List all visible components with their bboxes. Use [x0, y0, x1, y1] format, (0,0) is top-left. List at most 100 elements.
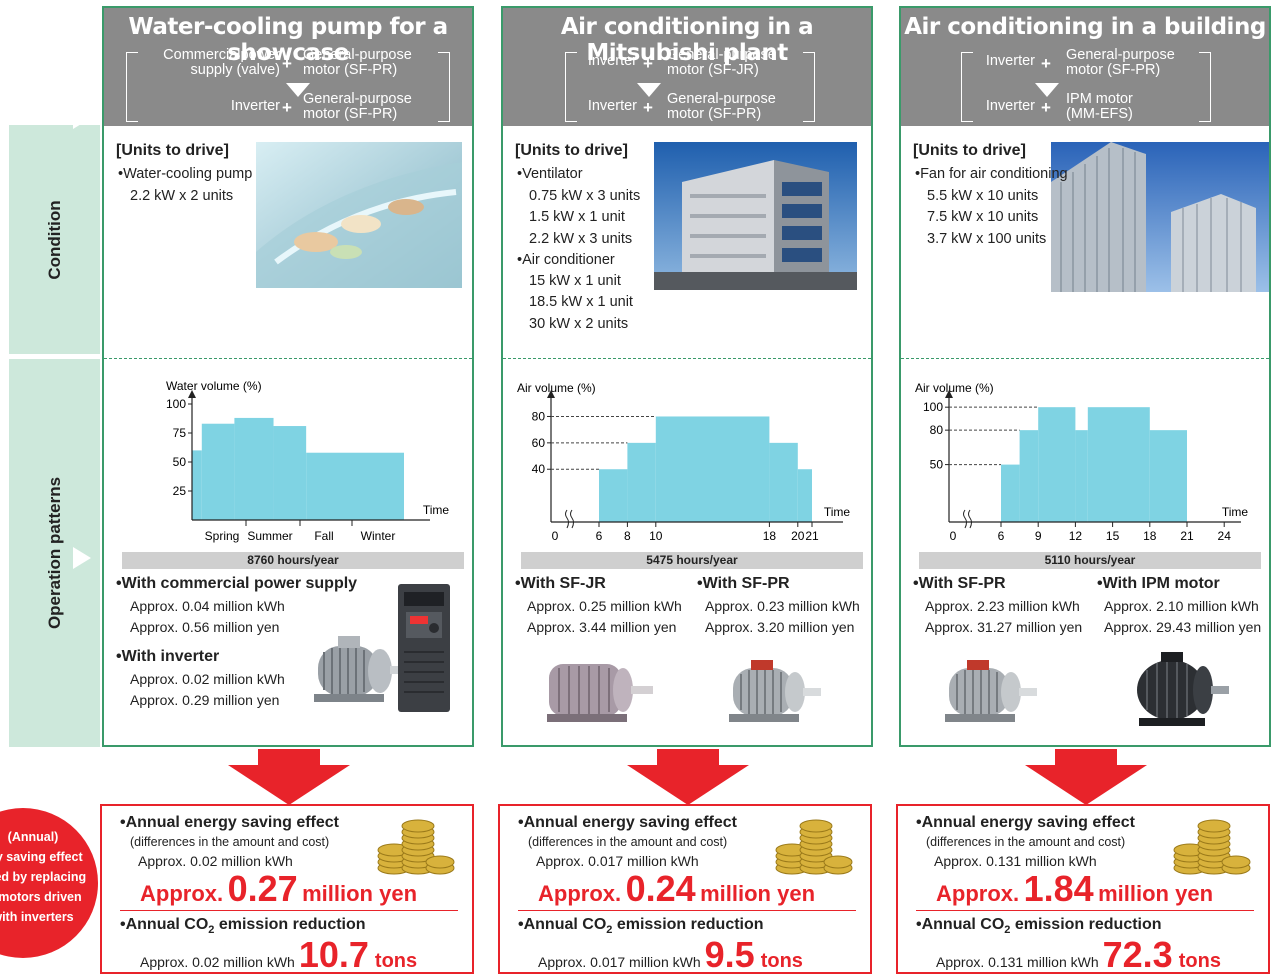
column-title: Air conditioning in a building — [904, 14, 1266, 40]
y-tick-label: 100 — [166, 397, 186, 411]
hours-bar: 8760 hours/year — [122, 552, 464, 569]
sf-jr-motor-icon — [547, 664, 653, 722]
result-title: •With inverter — [116, 648, 220, 665]
chart-bar — [599, 469, 628, 522]
x-category-label: Spring — [205, 529, 240, 543]
y-axis-arrow-icon — [188, 390, 196, 398]
x-tick-label: 24 — [1218, 529, 1232, 543]
co2-line: Approx. 0.02 million kWh 10.7 tons — [140, 934, 418, 975]
column-building: Air conditioning in a building Inverter … — [899, 6, 1271, 747]
saving-yen: Approx. 1.84 million yen — [936, 868, 1214, 909]
y-tick-label: 80 — [532, 409, 546, 423]
saving-title: •Annual energy saving effect — [120, 814, 339, 831]
y-axis-arrow-icon — [547, 390, 555, 398]
hours-bar: 5475 hours/year — [521, 552, 863, 569]
saving-yen: Approx. 0.24 million yen — [538, 868, 816, 909]
condition-arrow-icon — [73, 107, 91, 129]
column-title: Air conditioning in a Mitsubishi plant — [560, 14, 814, 66]
column-title: Water-cooling pump for a showcase — [128, 14, 448, 66]
motor-icon — [314, 636, 406, 702]
axis-break-icon — [968, 509, 972, 529]
x-tick-label: 6 — [596, 529, 603, 543]
x-axis-label: Time — [824, 505, 851, 519]
chart-bar — [1038, 407, 1076, 522]
units-line: •Water-cooling pump — [118, 166, 253, 182]
inverter-icon — [398, 584, 450, 712]
co2-title: •Annual CO2 emission reduction — [916, 916, 1162, 937]
axis-break-icon — [570, 509, 574, 529]
x-tick-label: 18 — [1143, 529, 1157, 543]
saving-yen: Approx. 0.27 million yen — [140, 868, 418, 909]
column-header: Air conditioning in a building Inverter … — [901, 8, 1269, 126]
plant-photo — [654, 142, 857, 290]
saving-title: •Annual energy saving effect — [518, 814, 737, 831]
chart-bar — [306, 452, 404, 520]
coins-icon — [377, 819, 455, 875]
x-tick-label: 20 — [791, 529, 805, 543]
units-line: 2.2 kW x 2 units — [130, 188, 234, 204]
x-axis-label: Time — [1222, 505, 1249, 519]
chart-bar — [201, 423, 235, 520]
chart-bar — [1087, 407, 1150, 522]
column-plant: Air conditioning in a Mitsubishi plant I… — [501, 6, 873, 747]
column-showcase: Water-cooling pump for a showcase Commer… — [102, 6, 474, 747]
units-title: [Units to drive] — [116, 142, 229, 159]
config-inverter: Inverter — [230, 98, 280, 114]
condition-band: Condition — [9, 107, 100, 354]
sf-pr-motor-icon — [945, 660, 1037, 722]
water-volume-chart: Water volume (%) 25 50 75 100 Spring Summer Fal… — [166, 379, 449, 543]
co2-line: Approx. 0.017 million kWh 9.5 tons — [538, 934, 803, 975]
x-category-label: Fall — [314, 529, 333, 543]
x-tick-label: 12 — [1069, 529, 1083, 543]
saving-kwh: Approx. 0.02 million kWh — [138, 853, 293, 869]
y-axis-label: Air volume (%) — [517, 381, 596, 395]
saving-box: •Annual energy saving effect (differences… — [498, 804, 872, 975]
config-arrow-icon — [1035, 83, 1059, 97]
chart-bar — [655, 416, 770, 522]
showcase-photo — [256, 142, 462, 288]
x-tick-label: 8 — [624, 529, 631, 543]
co2-title: •Annual CO2 emission reduction — [518, 916, 764, 937]
x-tick-label: 10 — [649, 529, 663, 543]
axis-break-icon — [565, 509, 569, 529]
ipm-motor-icon — [1137, 652, 1229, 726]
saving-box: •Annual energy saving effect (differences… — [896, 804, 1270, 975]
building-air-volume-chart: Air volume (%) 50 80 100 0 6 9 12 15 18 21 24 Time — [915, 381, 1249, 543]
chart-bar — [273, 426, 307, 520]
x-tick-label: 15 — [1106, 529, 1120, 543]
saving-subtitle: (differences in the amount and cost) — [528, 835, 728, 849]
y-tick-label: 50 — [930, 458, 944, 472]
y-tick-label: 50 — [173, 455, 187, 469]
operation-arrow-icon — [73, 547, 91, 569]
units-title: [Units to drive] — [913, 142, 1026, 159]
x-tick-label: 0 — [552, 529, 559, 543]
saving-subtitle: (differences in the amount and cost) — [130, 835, 330, 849]
y-tick-label: 40 — [532, 462, 546, 476]
chart-bar — [1019, 430, 1039, 522]
y-tick-label: 75 — [173, 426, 187, 440]
red-down-arrow-icon — [228, 749, 350, 805]
x-tick-label: 21 — [1180, 529, 1194, 543]
chart-bar — [1149, 430, 1187, 522]
column-header: Water-cooling pump for a showcase Commer… — [104, 8, 472, 126]
y-axis-arrow-icon — [945, 390, 953, 398]
y-axis-label: Water volume (%) — [166, 379, 262, 393]
red-down-arrow-icon — [627, 749, 749, 805]
y-tick-label: 25 — [173, 484, 187, 498]
axis-break-icon — [963, 509, 967, 529]
chart-bar — [1075, 430, 1088, 522]
co2-title: •Annual CO2 emission reduction — [120, 916, 366, 937]
units-title: [Units to drive] — [515, 142, 628, 159]
chart-bar — [192, 450, 202, 520]
x-tick-label: 0 — [950, 529, 957, 543]
chart-bar — [769, 442, 798, 522]
x-category-label: Summer — [247, 529, 292, 543]
saving-box: •Annual energy saving effect (differences… — [100, 804, 474, 975]
operation-band: Operation patterns — [9, 359, 100, 747]
y-tick-label: 100 — [923, 400, 943, 414]
chart-bar — [1001, 464, 1020, 522]
coins-icon — [775, 819, 853, 875]
saving-subtitle: (differences in the amount and cost) — [926, 835, 1126, 849]
hours-bar: 5110 hours/year — [919, 552, 1261, 569]
y-axis-label: Air volume (%) — [915, 381, 994, 395]
